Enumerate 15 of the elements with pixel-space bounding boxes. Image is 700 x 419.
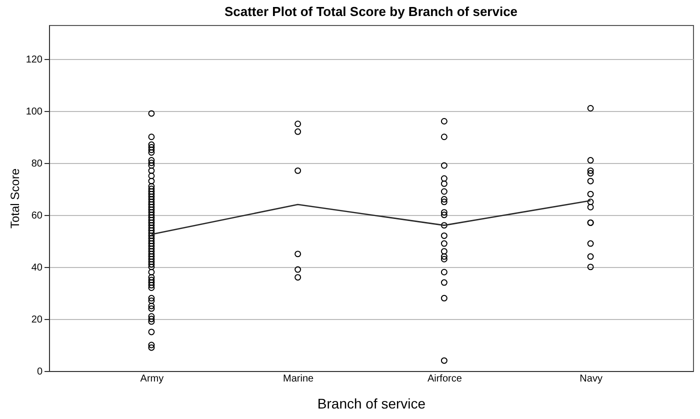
y-tick-label: 40 xyxy=(31,262,43,274)
y-tick-label: 100 xyxy=(26,106,43,118)
x-tick-label: Airforce xyxy=(427,374,462,384)
y-axis-title: Total Score xyxy=(8,168,22,229)
y-tick-label: 20 xyxy=(31,314,43,326)
chart-title: Scatter Plot of Total Score by Branch of service xyxy=(224,4,518,19)
x-tick-label: Army xyxy=(140,374,164,384)
y-tick-label: 120 xyxy=(26,54,43,66)
y-tick-label: 0 xyxy=(36,366,43,378)
x-tick-label: Marine xyxy=(283,374,314,384)
line-series xyxy=(150,200,592,236)
x-tick-label: Navy xyxy=(580,374,602,384)
y-tick-label: 80 xyxy=(31,158,43,170)
y-tick-label: 60 xyxy=(31,210,43,222)
x-axis-title: Branch of service xyxy=(317,396,426,412)
